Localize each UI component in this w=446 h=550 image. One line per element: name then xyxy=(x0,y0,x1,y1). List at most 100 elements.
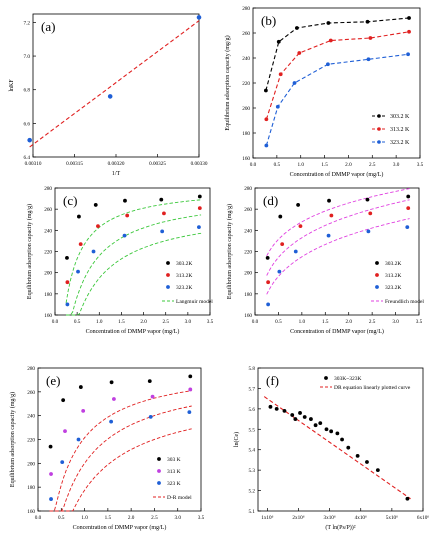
data-point xyxy=(340,437,344,442)
y-axis-label: lnKF xyxy=(9,79,15,92)
legend-marker xyxy=(377,114,381,118)
legend-label: 303 K xyxy=(167,457,181,463)
legend-marker xyxy=(166,273,170,277)
data-point xyxy=(313,423,318,428)
data-point xyxy=(335,431,340,436)
y-tick-label: 180 xyxy=(44,292,52,298)
x-tick-label: 1.0 xyxy=(96,319,103,325)
data-point xyxy=(107,94,113,99)
data-point xyxy=(297,51,302,55)
model-curve-3 xyxy=(266,218,410,295)
data-point xyxy=(366,57,371,62)
model-curve-2 xyxy=(66,214,202,316)
data-point xyxy=(77,214,81,219)
data-point xyxy=(406,194,411,199)
x-tick-label: 2x10⁶ xyxy=(292,515,304,521)
data-point xyxy=(188,374,193,379)
x-tick-label: 0.00320 xyxy=(108,161,125,167)
legend-label: DR equation linearly plotted curve xyxy=(334,385,411,391)
plot-frame xyxy=(37,367,202,512)
data-point xyxy=(160,229,165,234)
y-tick-label: 260 xyxy=(27,390,35,396)
y-tick-label: 220 xyxy=(242,81,250,87)
x-tick-label: 3.5 xyxy=(198,515,205,521)
data-point xyxy=(406,206,411,211)
plot-frame xyxy=(32,13,200,158)
x-tick-label: 0.0 xyxy=(52,319,59,325)
model-curve-1 xyxy=(65,199,202,303)
data-point xyxy=(125,213,130,218)
data-point xyxy=(328,38,333,43)
model-curve-1 xyxy=(49,390,192,512)
chart-panel-4: 0.0 0.5 1.0 1.5 2.0 2.5 3.0 3.5 160 180 200 220 240 2… xyxy=(226,186,424,335)
y-tick-label: 160 xyxy=(242,156,250,162)
data-point xyxy=(324,427,329,432)
panel-label: (b) xyxy=(261,13,276,28)
data-point xyxy=(375,468,380,473)
x-tick-label: 3.0 xyxy=(392,319,399,325)
x-tick-label: 1.5 xyxy=(118,319,125,325)
chart-panel-5: 0.0 0.5 1.0 1.5 2.0 2.5 3.0 3.5 160 180 200 220 240 2… xyxy=(9,366,205,531)
y-tick-label: 5.1 xyxy=(249,509,256,515)
x-tick-label: 3.5 xyxy=(416,319,423,325)
y-tick-label: 280 xyxy=(44,186,52,192)
x-axis-label: (T ln(Ps/P))² xyxy=(325,524,355,531)
plot-frame xyxy=(254,187,420,316)
data-point xyxy=(76,269,80,274)
legend-marker xyxy=(157,469,161,473)
series-line-2 xyxy=(265,31,410,120)
y-tick-label: 220 xyxy=(44,250,52,256)
x-tick-label: 2.0 xyxy=(140,319,147,325)
data-point xyxy=(302,415,307,419)
data-point xyxy=(405,496,410,501)
data-point xyxy=(61,398,66,403)
x-tick-label: 1.0 xyxy=(299,319,306,325)
chart-panel-6: 1x10⁶ 2x10⁶ 3x10⁶ 4x10⁶ 5x10⁶ 6x10⁶ 5.1 5.2 5.3 5… xyxy=(233,366,429,531)
legend-marker xyxy=(166,261,170,265)
x-tick-label: 0.00310 xyxy=(25,161,42,167)
y-tick-label: 200 xyxy=(244,271,252,277)
y-tick-label: 5.8 xyxy=(249,366,256,372)
y-tick-label: 200 xyxy=(44,271,52,277)
data-point xyxy=(162,211,166,216)
data-point xyxy=(365,460,369,464)
chart-panel-3: 0.0 0.5 1.0 1.5 2.0 2.5 3.0 3.5 160 180 200 220 240 2… xyxy=(26,186,214,335)
legend-marker xyxy=(375,273,379,277)
x-tick-label: 1.0 xyxy=(297,162,304,168)
legend-label: 303K~323K xyxy=(334,376,361,382)
y-tick-label: 260 xyxy=(44,207,52,213)
x-tick-label: 0.0 xyxy=(250,162,257,168)
legend-marker xyxy=(377,140,381,144)
y-tick-label: 5.4 xyxy=(249,448,256,454)
x-tick-label: 0.5 xyxy=(58,515,65,521)
x-tick-label: 2.0 xyxy=(345,162,352,168)
y-tick-label: 240 xyxy=(27,414,35,420)
data-point xyxy=(197,225,201,230)
data-point xyxy=(329,213,334,218)
data-point xyxy=(282,409,287,413)
x-tick-label: 3.5 xyxy=(207,319,214,325)
data-point xyxy=(78,385,83,389)
x-tick-label: 1.5 xyxy=(321,162,328,168)
data-point xyxy=(147,379,152,384)
fit-line xyxy=(29,20,200,148)
x-tick-label: 2.5 xyxy=(151,515,158,521)
data-point xyxy=(263,88,268,93)
x-tick-label: 2.5 xyxy=(162,319,169,325)
data-point xyxy=(63,429,67,434)
data-point xyxy=(122,233,127,238)
legend-marker xyxy=(324,376,328,380)
x-tick-label: 2.5 xyxy=(369,162,376,168)
x-tick-label: 3.0 xyxy=(185,319,192,325)
data-point xyxy=(81,409,86,413)
y-tick-label: 220 xyxy=(244,250,252,256)
y-tick-label: 160 xyxy=(244,313,252,319)
x-tick-label: 0.5 xyxy=(74,319,81,325)
data-point xyxy=(65,302,70,307)
x-tick-label: 2.5 xyxy=(369,319,376,325)
data-point xyxy=(326,21,331,25)
y-tick-label: 240 xyxy=(242,56,250,62)
model-curve-3 xyxy=(49,428,192,512)
y-tick-label: 280 xyxy=(242,6,250,12)
y-axis-label: Equilibrium adsorption capacity (mg/g) xyxy=(226,204,233,299)
